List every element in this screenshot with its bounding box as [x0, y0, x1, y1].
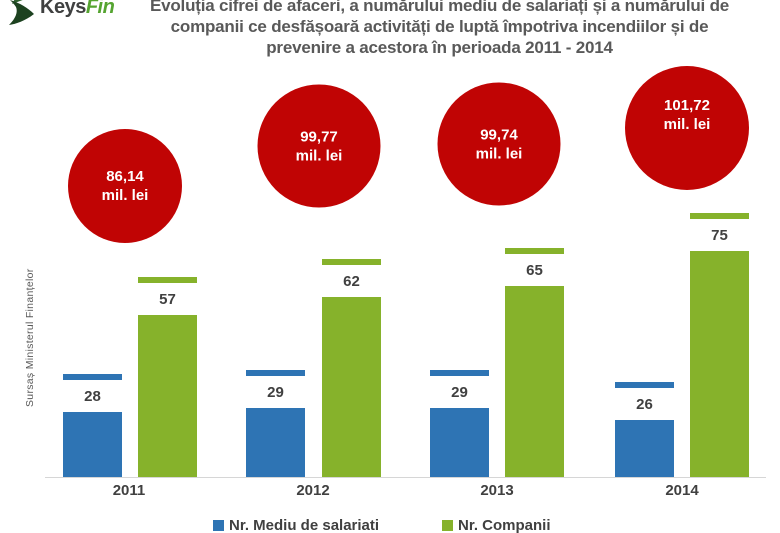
- bar-value-label: 26: [636, 396, 653, 413]
- bar-cap: [690, 213, 749, 219]
- logo-keys-text: Keys: [40, 0, 86, 18]
- bubble-value: 101,72: [664, 97, 710, 114]
- bar-companii-2012: 62: [322, 137, 381, 477]
- bar-value-label: 75: [711, 227, 728, 244]
- bar-cap: [430, 370, 489, 376]
- keysfin-arrow-icon: [9, 0, 34, 25]
- bar-cap: [138, 277, 197, 283]
- chart-title: Evoluția cifrei de afaceri, a numărului …: [112, 0, 767, 58]
- bar-salariati-2014: 26: [615, 137, 674, 477]
- bar-value-label: 62: [343, 273, 360, 290]
- bar-cap: [505, 248, 564, 254]
- bar-companii-2011: 57: [138, 137, 197, 477]
- legend-label: Nr. Companii: [458, 517, 551, 533]
- bar: [430, 408, 489, 477]
- legend-label: Nr. Mediu de salariati: [229, 517, 380, 533]
- bubble-unit: mil. lei: [475, 145, 523, 162]
- bubble-unit: mil. lei: [295, 147, 343, 164]
- bubble-unit: mil. lei: [101, 187, 149, 204]
- bar: [505, 286, 564, 477]
- bar-cap: [63, 374, 122, 380]
- bubble-unit: mil. lei: [663, 116, 711, 133]
- bar-value-label: 65: [526, 262, 543, 279]
- bar: [615, 420, 674, 477]
- chart-title-line-2: companii ce desfășoară activități de lup…: [170, 17, 709, 36]
- bar-value-label: 57: [159, 291, 176, 308]
- bar-salariati-2012: 29: [246, 137, 305, 477]
- x-axis-line: [45, 477, 766, 478]
- bar: [246, 408, 305, 477]
- bar: [138, 315, 197, 477]
- bar: [690, 251, 749, 477]
- bar-cap: [246, 370, 305, 376]
- legend-swatch-blue: [213, 520, 224, 531]
- bubble-text: 101,72 mil. lei: [625, 96, 749, 134]
- bubble-value: 99,74: [480, 126, 518, 143]
- legend-item-companii: Nr. Companii: [442, 517, 551, 533]
- bar-cap: [322, 259, 381, 265]
- bar: [322, 297, 381, 477]
- bubble-text: 86,14 mil. lei: [68, 167, 182, 205]
- x-tick-2014: 2014: [665, 482, 699, 499]
- bar-cap: [615, 382, 674, 388]
- turnover-bubble-2012: 99,77 mil. lei: [257, 84, 381, 208]
- legend-swatch-green: [442, 520, 453, 531]
- turnover-bubble-2014: 101,72 mil. lei: [625, 66, 749, 190]
- x-tick-2012: 2012: [296, 482, 330, 499]
- bubble-text: 99,74 mil. lei: [438, 125, 561, 163]
- logo-fin-text: Fin: [85, 0, 115, 18]
- legend-item-salariati: Nr. Mediu de salariati: [213, 517, 379, 533]
- chart-title-line-3: prevenire a acestora în perioada 2011 - …: [266, 38, 613, 57]
- bar-value-label: 29: [267, 384, 284, 401]
- source-label: Sursaș Ministerul Finanțelor: [24, 268, 36, 407]
- bar-salariati-2013: 29: [430, 137, 489, 477]
- bubble-value: 99,77: [300, 128, 338, 145]
- bar: [63, 412, 122, 477]
- keysfin-logo: KeysFin: [6, 0, 115, 26]
- turnover-bubble-2013: 99,74 mil. lei: [437, 82, 561, 206]
- bar-value-label: 28: [84, 388, 101, 405]
- bubble-value: 86,14: [106, 168, 144, 185]
- chart-title-line-1: Evoluția cifrei de afaceri, a numărului …: [149, 0, 730, 15]
- keysfin-wordmark: KeysFin: [40, 0, 115, 26]
- bar-companii-2013: 65: [505, 137, 564, 477]
- x-tick-2011: 2011: [112, 482, 146, 499]
- x-tick-2013: 2013: [480, 482, 514, 499]
- turnover-bubble-2011: 86,14 mil. lei: [68, 129, 182, 243]
- bar-salariati-2011: 28: [63, 137, 122, 477]
- bar-value-label: 29: [451, 384, 468, 401]
- bubble-text: 99,77 mil. lei: [258, 127, 381, 165]
- bar-companii-2014: 75: [690, 137, 749, 477]
